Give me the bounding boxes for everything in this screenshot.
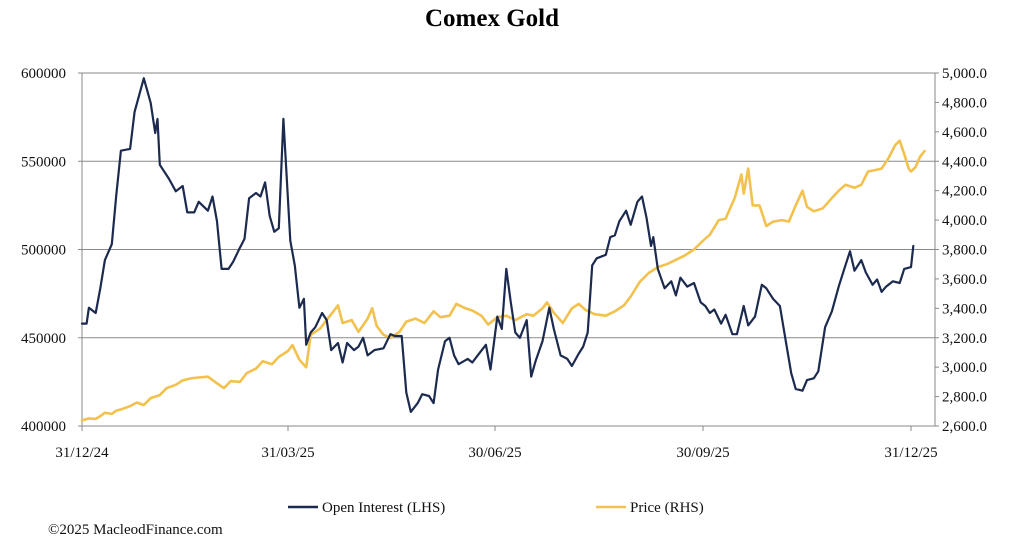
series-line-price [80,139,926,422]
x-tick-label: 31/12/24 [55,445,109,461]
copyright-credit: ©2025 MacleodFinance.com [48,522,223,538]
x-tick-label: 31/03/25 [261,445,314,461]
plot-area [80,77,926,422]
left-tick-label: 500000 [21,243,66,259]
right-tick-label: 3,200.0 [942,331,987,347]
left-tick-label: 550000 [21,154,66,170]
left-tick-label: 400000 [21,419,66,435]
left-tick-label: 450000 [21,331,66,347]
x-tick-label: 30/09/25 [676,445,729,461]
chart-title: Comex Gold [425,5,559,32]
right-tick-label: 3,000.0 [942,360,987,376]
series-line-open-interest [80,77,915,413]
left-tick-label: 600000 [21,66,66,82]
right-tick-label: 4,400.0 [942,154,987,170]
legend-label-open-interest: Open Interest (LHS) [322,500,445,516]
legend: Open Interest (LHS) Price (RHS) [288,500,704,516]
right-tick-label: 2,800.0 [942,390,987,406]
right-tick-label: 5,000.0 [942,66,987,82]
right-tick-label: 4,200.0 [942,184,987,200]
right-axis-ticks: 2,600.0 2,800.0 3,000.0 3,200.0 3,400.0 3,600… [935,66,987,435]
right-tick-label: 3,800.0 [942,243,987,259]
right-tick-label: 4,600.0 [942,125,987,141]
x-axis-ticks: 31/12/24 31/03/25 30/06/25 30/09/25 31/12/25 [55,426,938,461]
x-tick-label: 31/12/25 [884,445,937,461]
left-axis-ticks: 400000 450000 500000 550000 600000 [21,66,82,435]
right-tick-label: 3,600.0 [942,272,987,288]
gridlines [82,72,935,427]
legend-label-price: Price (RHS) [630,500,704,516]
right-tick-label: 2,600.0 [942,419,987,435]
right-tick-label: 4,000.0 [942,213,987,229]
right-tick-label: 3,400.0 [942,301,987,317]
right-tick-label: 4,800.0 [942,95,987,111]
x-tick-label: 30/06/25 [468,445,521,461]
